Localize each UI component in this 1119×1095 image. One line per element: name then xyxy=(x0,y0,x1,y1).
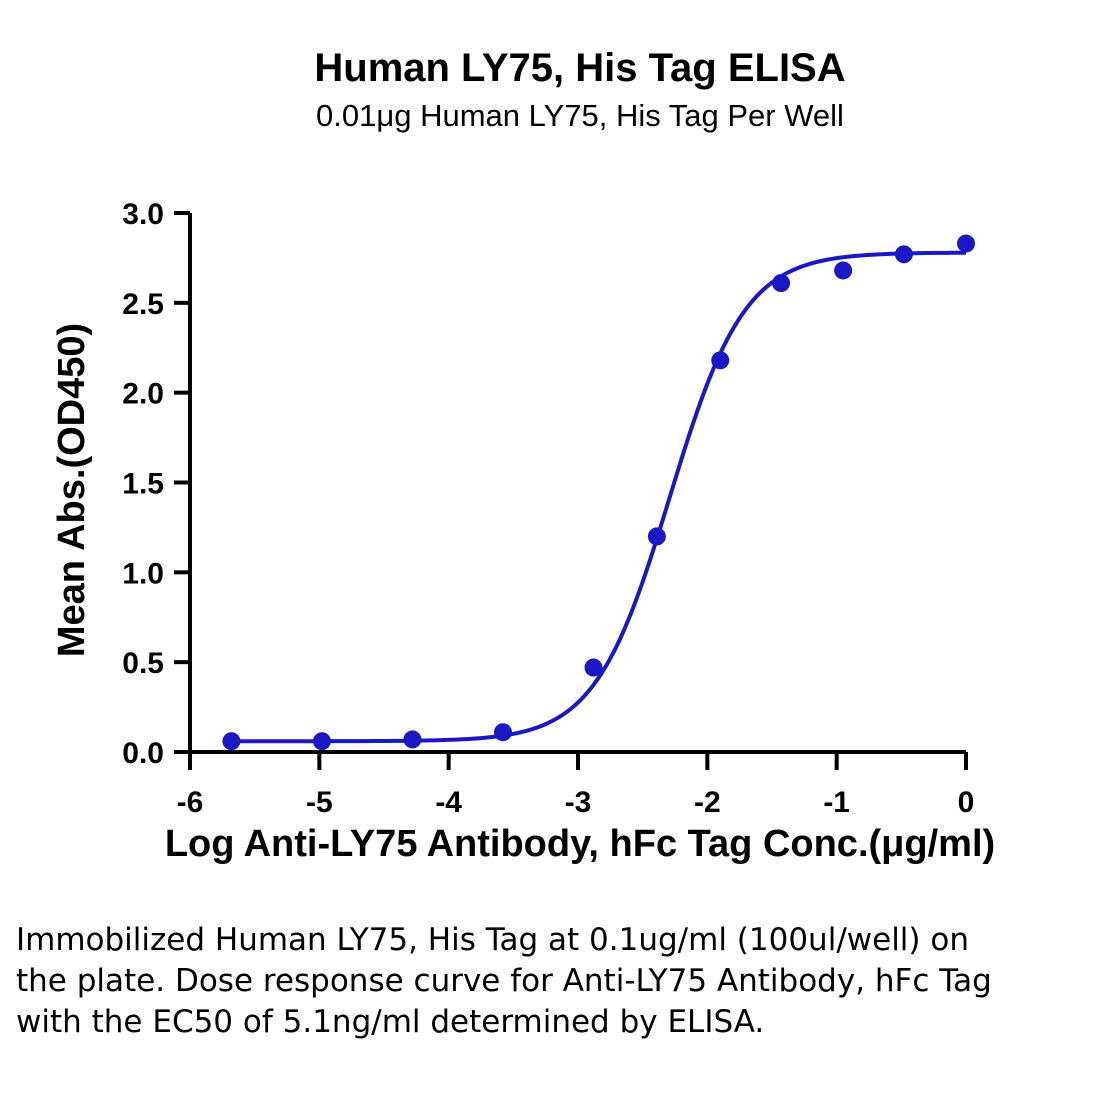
x-tick-label: -4 xyxy=(435,786,462,819)
x-tick-label: -5 xyxy=(306,786,333,819)
axes: 0.0 0.5 1.0 1.5 2.0 2.5 3.0 -6 -5 -4 -3 -2 -1 0 xyxy=(122,198,974,819)
y-tick-label: 1.0 xyxy=(122,557,164,590)
data-point xyxy=(957,234,975,253)
x-tick-label: -1 xyxy=(823,786,850,819)
data-point xyxy=(647,527,666,546)
figure-caption: Immobilized Human LY75, His Tag at 0.1ug… xyxy=(16,922,992,1040)
y-tick-label: 2.5 xyxy=(122,288,164,321)
chart-subtitle: 0.01μg Human LY75, His Tag Per Well xyxy=(316,98,844,133)
x-tick-label: 0 xyxy=(958,786,975,819)
x-axis-title: Log Anti-LY75 Antibody, hFc Tag Conc.(μg… xyxy=(165,823,995,865)
data-points-layer xyxy=(222,234,975,751)
data-point xyxy=(493,723,512,742)
x-tick-label: -3 xyxy=(565,786,592,819)
data-point xyxy=(222,732,241,751)
data-point xyxy=(894,245,913,264)
y-tick-label: 0.0 xyxy=(122,737,164,770)
fit-curve-layer xyxy=(231,250,967,744)
elisa-dose-response-chart: 0.0 0.5 1.0 1.5 2.0 2.5 3.0 -6 -5 -4 -3 -2 -1 0 Log A… xyxy=(51,198,995,865)
data-point xyxy=(403,730,422,749)
y-tick-label: 0.5 xyxy=(122,647,164,680)
y-tick-label: 3.0 xyxy=(122,198,164,231)
chart-title: Human LY75, His Tag ELISA xyxy=(314,46,846,90)
data-point xyxy=(834,261,853,280)
y-axis-title: Mean Abs.(OD450) xyxy=(51,323,93,657)
data-point xyxy=(772,274,791,293)
data-point xyxy=(584,658,603,677)
data-point xyxy=(711,351,730,370)
x-tick-label: -2 xyxy=(694,786,721,819)
y-tick-label: 2.0 xyxy=(122,378,164,411)
x-tick-label: -6 xyxy=(177,786,204,819)
y-tick-label: 1.5 xyxy=(122,468,164,501)
fit-curve xyxy=(231,250,967,744)
data-point xyxy=(312,732,331,751)
